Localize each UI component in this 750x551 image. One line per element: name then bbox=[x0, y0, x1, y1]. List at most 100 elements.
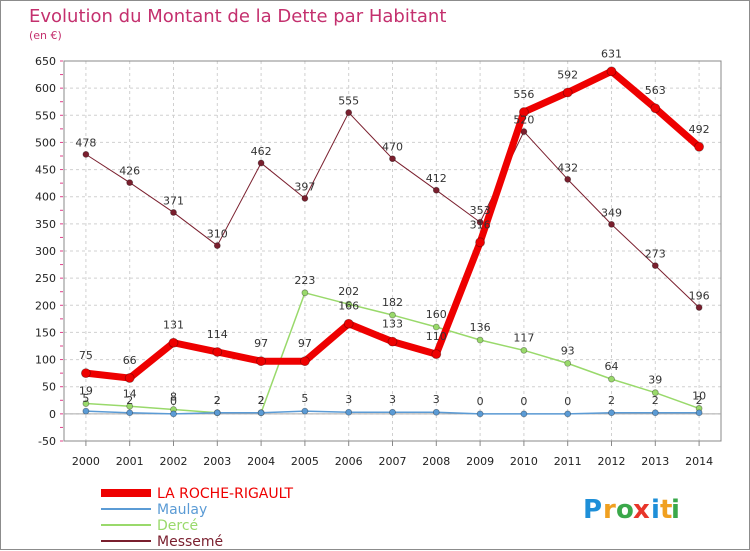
plot-border bbox=[63, 60, 722, 442]
data-label: 3 bbox=[389, 393, 396, 406]
brand-letter: r bbox=[603, 495, 616, 525]
legend-label: LA ROCHE-RIGAULT bbox=[157, 486, 293, 502]
data-point bbox=[476, 218, 484, 226]
brand-letter: x bbox=[633, 495, 650, 525]
brand-letter: i bbox=[671, 495, 680, 525]
data-point bbox=[389, 311, 396, 319]
legend-label: Maulay bbox=[157, 502, 207, 518]
data-point bbox=[257, 159, 265, 167]
data-label: 555 bbox=[338, 95, 359, 108]
data-point bbox=[475, 237, 486, 248]
data-label: 3 bbox=[345, 393, 352, 406]
y-tick-label: 550 bbox=[35, 109, 56, 122]
data-label: 10 bbox=[692, 389, 706, 402]
data-label: 520 bbox=[513, 114, 534, 127]
data-label: 182 bbox=[382, 296, 403, 309]
data-point bbox=[124, 373, 135, 383]
x-tick-label: 2010 bbox=[510, 455, 538, 468]
data-point bbox=[126, 409, 134, 417]
x-tick-label: 2003 bbox=[203, 455, 231, 468]
data-point bbox=[564, 410, 572, 418]
data-point bbox=[694, 141, 704, 152]
data-point bbox=[432, 408, 440, 416]
data-point bbox=[389, 155, 396, 163]
data-label: 75 bbox=[79, 349, 93, 362]
data-label: 432 bbox=[557, 161, 578, 174]
data-label: 592 bbox=[557, 68, 578, 81]
data-point bbox=[651, 262, 659, 270]
data-point bbox=[476, 336, 484, 344]
data-point bbox=[606, 66, 617, 77]
y-tick-label: 150 bbox=[35, 326, 56, 339]
data-point bbox=[389, 408, 396, 416]
data-point bbox=[651, 389, 659, 397]
data-label: 110 bbox=[426, 330, 447, 343]
axes: -500501001502002503003504004505005506006… bbox=[35, 55, 722, 468]
data-point bbox=[562, 87, 573, 98]
data-label: 349 bbox=[601, 206, 622, 219]
data-label: 0 bbox=[564, 395, 571, 408]
data-label: 3 bbox=[433, 393, 440, 406]
x-tick-label: 2005 bbox=[291, 455, 319, 468]
y-tick-label: 0 bbox=[49, 408, 56, 421]
data-label: 14 bbox=[123, 387, 137, 400]
data-label: 114 bbox=[207, 328, 228, 341]
data-label: 412 bbox=[426, 172, 447, 185]
data-point bbox=[345, 300, 353, 308]
data-point bbox=[608, 375, 615, 383]
data-label: 371 bbox=[163, 194, 184, 207]
data-label: 2 bbox=[258, 394, 265, 407]
data-label: 2 bbox=[214, 394, 221, 407]
data-point bbox=[301, 407, 309, 415]
data-point bbox=[170, 209, 177, 216]
data-label: 93 bbox=[561, 344, 575, 357]
x-tick-label: 2000 bbox=[72, 455, 100, 468]
data-point bbox=[301, 289, 309, 297]
x-tick-label: 2009 bbox=[466, 455, 494, 468]
x-tick-label: 2004 bbox=[247, 455, 275, 468]
data-point bbox=[343, 318, 354, 329]
data-label: 160 bbox=[426, 308, 447, 321]
data-point bbox=[213, 242, 221, 249]
data-label: 5 bbox=[82, 392, 89, 405]
x-tick-label: 2014 bbox=[685, 455, 713, 468]
x-tick-label: 2013 bbox=[641, 455, 669, 468]
data-label: 196 bbox=[689, 289, 710, 302]
legend-label: Messemé bbox=[157, 534, 223, 550]
data-label: 117 bbox=[513, 331, 534, 344]
data-point bbox=[256, 356, 267, 367]
y-tick-label: 500 bbox=[35, 136, 56, 149]
data-point bbox=[126, 179, 134, 187]
chart-title: Evolution du Montant de la Dette par Hab… bbox=[29, 6, 446, 27]
data-label: 2 bbox=[696, 394, 703, 407]
grid-lines bbox=[64, 60, 721, 442]
data-point bbox=[168, 337, 179, 348]
y-tick-label: 250 bbox=[35, 272, 56, 285]
data-label: 64 bbox=[605, 360, 619, 373]
data-label: 133 bbox=[382, 318, 403, 331]
brand-letter: t bbox=[660, 495, 672, 525]
data-label: 39 bbox=[648, 374, 662, 387]
y-tick-label: 600 bbox=[35, 82, 56, 95]
data-point bbox=[564, 359, 572, 367]
data-label: 2 bbox=[608, 394, 615, 407]
x-tick-label: 2001 bbox=[116, 455, 144, 468]
x-tick-label: 2008 bbox=[422, 455, 450, 468]
data-point bbox=[564, 175, 572, 183]
data-point bbox=[81, 368, 91, 379]
data-label: 97 bbox=[298, 337, 312, 350]
data-point bbox=[301, 194, 309, 202]
data-label: 316 bbox=[470, 218, 491, 231]
x-tick-label: 2002 bbox=[160, 455, 188, 468]
data-point bbox=[476, 410, 484, 418]
data-label: 353 bbox=[470, 204, 491, 217]
data-point bbox=[695, 304, 703, 311]
data-label: 8 bbox=[170, 391, 177, 404]
y-tick-label: 400 bbox=[35, 191, 56, 204]
data-label: 66 bbox=[123, 354, 137, 367]
series-layer bbox=[81, 66, 704, 418]
